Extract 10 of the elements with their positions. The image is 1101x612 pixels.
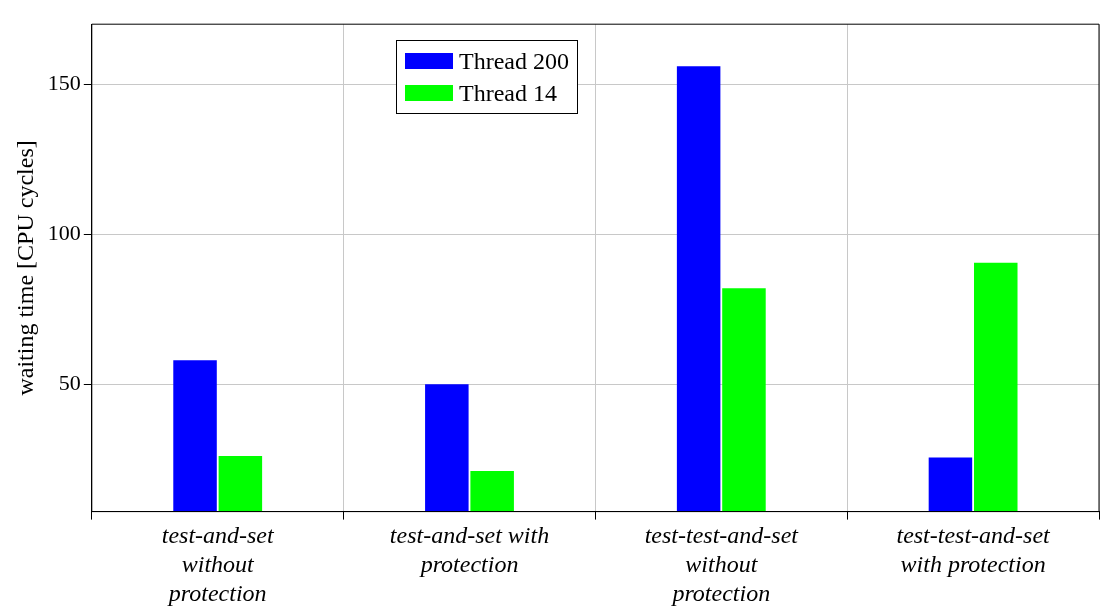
y-tick-label: 100 [47, 219, 81, 245]
y-tick-label: 150 [47, 69, 81, 95]
x-tick-label: test-test-and-set with protection [896, 522, 1052, 578]
x-tick-label: test-and-set without protection [161, 522, 276, 606]
y-tick-label: 50 [58, 369, 81, 395]
legend-label: Thread 200 [459, 47, 569, 76]
legend-label: Thread 14 [459, 79, 557, 108]
x-tick-label: test-test-and-set without protection [644, 522, 800, 606]
x-tick-label: test-and-set with protection [389, 522, 550, 578]
y-axis-title: waiting time [CPU cycles] [11, 140, 38, 396]
